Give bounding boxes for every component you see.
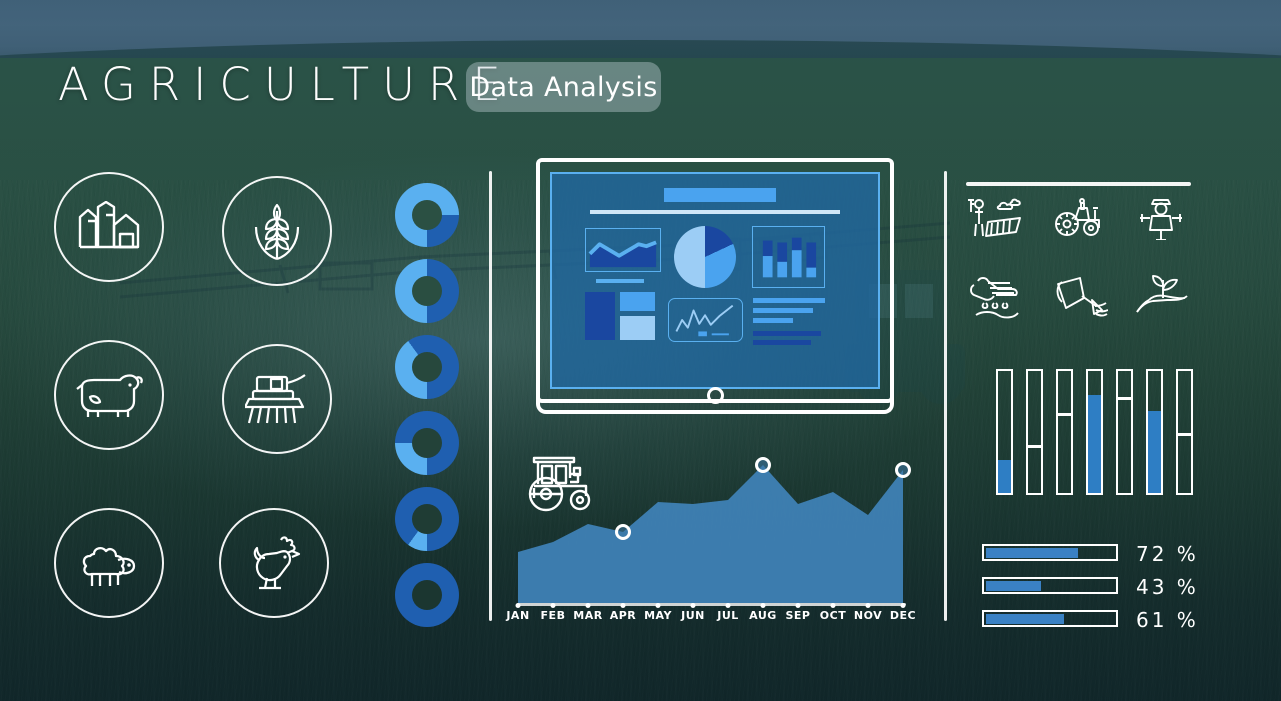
dashboard-text-line-4 [753,331,821,336]
data-point-marker-apr[interactable] [615,524,631,540]
axis-tick [620,603,626,608]
donut-chart-1 [395,183,459,247]
bar-chart-glyph [762,237,817,278]
gauge-bar-4 [1086,369,1103,495]
data-point-marker-aug[interactable] [755,457,771,473]
month-label: OCT [819,609,847,622]
progress-bar-2 [982,577,1118,594]
dashboard-pie-chart [674,226,736,288]
axis-tick [585,603,591,608]
axis-tick [725,603,731,608]
dashboard-area-chart [585,228,661,272]
donut-chart-4 [395,411,459,475]
dashboard-caption-rule [596,279,644,283]
dashboard-text-line-2 [753,308,813,313]
axis-tick [515,603,521,608]
gauge-bar-2 [1026,369,1043,495]
month-label: MAY [644,609,672,622]
dashboard-screen [550,172,880,389]
right-divider [944,171,947,621]
gauge-bar-1 [996,369,1013,495]
subtitle-badge: Data Analysis [466,62,661,112]
sidebar-item-harvester[interactable] [222,344,332,454]
month-label: DEC [889,609,917,622]
dashboard-header-rule [590,210,840,214]
sidebar-item-wheat[interactable] [222,176,332,286]
progress-label-1: 72 % [1136,542,1199,566]
axis-tick [550,603,556,608]
axis-tick [830,603,836,608]
page-title: AGRICULTURE [58,58,514,111]
subtitle-badge-label: Data Analysis [469,71,658,103]
sheep-icon [82,547,136,586]
tractor-outline-icon [528,456,591,512]
dashboard-text-line-5 [753,340,811,345]
donut-chart-6 [395,563,459,627]
month-label: JUL [717,609,739,622]
month-label: FEB [540,609,566,622]
month-label: MAR [573,609,603,622]
sidebar-item-poultry[interactable] [219,508,329,618]
gauge-bar-5 [1116,369,1133,495]
monthly-area-chart [518,465,903,603]
dashboard-line-chart-panel [668,298,743,342]
progress-label-2: 43 % [1136,575,1199,599]
axis-tick [760,603,766,608]
farm-barn-icon [78,201,140,249]
axis-tick [865,603,871,608]
dashboard-kpi-block-mid [620,292,655,311]
donut-chart-5 [395,487,459,551]
harvester-icon [245,374,306,424]
month-axis [518,603,906,606]
scarecrow-icon[interactable] [1140,196,1182,240]
axis-tick [655,603,661,608]
month-label: JAN [506,609,530,622]
sidebar-item-sheep[interactable] [54,508,164,618]
month-label: APR [609,609,637,622]
wheat-icon [254,203,300,261]
left-divider [489,171,492,621]
dashboard-monitor [536,158,894,403]
gauge-bar-6 [1146,369,1163,495]
farmer-field-icon[interactable] [968,198,1022,238]
month-label: AUG [749,609,777,622]
dashboard-bar-chart [752,226,825,288]
month-label: SEP [785,609,811,622]
watering-can-icon[interactable] [1052,276,1108,318]
month-axis-labels: JAN FEB MAR APR MAY JUN JUL AUG SEP OCT … [500,603,920,626]
axis-tick [795,603,801,608]
progress-label-3: 61 % [1136,608,1199,632]
progress-bar-3 [982,610,1118,627]
progress-bar-1 [982,544,1118,561]
axis-tick [900,603,906,608]
dashboard-header-bar [664,188,776,202]
line-chart-glyph [675,304,734,337]
area-chart-glyph [588,240,657,268]
axis-tick [690,603,696,608]
sowing-hand-icon[interactable] [968,275,1020,319]
monitor-base [536,380,894,414]
sidebar-item-cattle[interactable] [54,340,164,450]
tractor-icon[interactable] [1055,198,1105,238]
sidebar-item-farm[interactable] [54,172,164,282]
plant-in-hand-icon[interactable] [1135,272,1189,320]
monitor-power-button[interactable] [706,386,724,404]
dashboard-text-line-1 [753,298,825,303]
chicken-icon [253,536,301,590]
data-point-marker-dec[interactable] [895,462,911,478]
dashboard-kpi-block-dark [585,292,615,340]
dashboard-kpi-block-light [620,316,655,340]
donut-chart-3 [395,335,459,399]
cow-icon [76,374,143,417]
dashboard-text-line-3 [753,318,793,323]
gauge-bar-7 [1176,369,1193,495]
month-label: JUN [681,609,705,622]
gauge-bar-3 [1056,369,1073,495]
right-section-rule [966,182,1191,186]
donut-chart-2 [395,259,459,323]
month-label: NOV [853,609,883,622]
